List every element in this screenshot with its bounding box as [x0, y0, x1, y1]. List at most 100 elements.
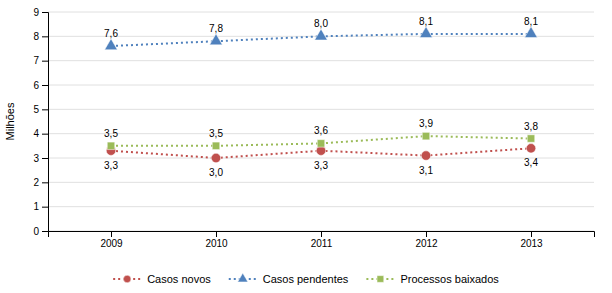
point — [316, 146, 325, 155]
point — [211, 153, 220, 162]
data-label: 7,6 — [104, 28, 118, 39]
y-tick-label: 1 — [33, 201, 39, 212]
point — [526, 144, 535, 153]
y-tick-label: 2 — [33, 177, 39, 188]
y-tick: 2 — [33, 177, 48, 188]
legend-label: Casos novos — [147, 273, 211, 285]
data-label: 8,1 — [419, 16, 433, 27]
y-tick-mark — [42, 12, 48, 13]
grid-line — [48, 158, 594, 159]
data-label: 3,8 — [524, 121, 538, 132]
y-tick: 4 — [33, 128, 48, 139]
x-tick-label: 2013 — [520, 238, 543, 249]
point — [421, 151, 430, 160]
legend-item: Casos pendentes — [229, 273, 349, 285]
x-tick-mark — [111, 231, 112, 237]
y-tick: 5 — [33, 104, 48, 115]
y-tick-label: 0 — [33, 226, 39, 237]
y-tick-mark — [42, 158, 48, 159]
data-label: 3,9 — [419, 118, 433, 129]
y-tick: 1 — [33, 201, 48, 212]
point — [210, 34, 223, 45]
chart: 2009201020112012201301234567893,33,03,33… — [0, 0, 612, 293]
data-label: 3,3 — [314, 160, 328, 171]
point — [317, 140, 324, 147]
data-label: 3,5 — [104, 128, 118, 139]
grid — [48, 12, 594, 231]
y-tick-label: 3 — [33, 153, 39, 164]
legend-item: Casos novos — [113, 273, 211, 285]
y-tick-label: 7 — [33, 55, 39, 66]
y-tick-mark — [42, 231, 48, 232]
y-tick: 9 — [33, 7, 48, 18]
data-labels: 3,3 3,0 3,3 3,1 3,4 7,6 7,8 8,0 8,1 8,1 3,5 3,5 3,6 3… — [104, 16, 538, 178]
data-label: 3,4 — [524, 157, 538, 168]
x-tick-label: 2011 — [311, 238, 333, 249]
x-tick-label: 2012 — [415, 238, 438, 249]
point — [315, 29, 328, 40]
data-label: 8,1 — [524, 16, 538, 27]
data-label: 3,3 — [104, 160, 118, 171]
legend-label: Casos pendentes — [263, 273, 349, 285]
point — [422, 132, 429, 139]
y-tick-mark — [42, 109, 48, 110]
grid-line — [48, 182, 594, 183]
y-tick: 8 — [33, 31, 48, 42]
x-tick-mark — [426, 231, 427, 237]
point — [107, 142, 114, 149]
legend-item: Processos baixados — [366, 273, 499, 285]
y-tick-label: 5 — [33, 104, 39, 115]
y-tick: 0 — [33, 226, 48, 237]
y-axis-title: Milhões — [4, 102, 16, 140]
y-axis: 0 1 2 3 4 5 6 7 8 9 — [33, 7, 48, 237]
y-tick-label: 4 — [33, 128, 39, 139]
point — [420, 27, 433, 38]
x-tick: 2012 — [415, 231, 438, 249]
data-label: 3,5 — [209, 128, 223, 139]
x-tick-mark — [531, 231, 532, 237]
y-tick: 6 — [33, 80, 48, 91]
legend-swatch-marker — [238, 273, 248, 282]
series-group — [105, 27, 538, 163]
grid-line — [48, 109, 594, 110]
x-tick-label: 2009 — [100, 238, 123, 249]
y-tick-label: 6 — [33, 80, 39, 91]
data-label: 3,1 — [419, 165, 433, 176]
series — [105, 27, 538, 50]
y-tick: 3 — [33, 153, 48, 164]
x-axis: 2009 2010 2011 2012 2013 — [49, 231, 595, 249]
x-tick-label: 2010 — [205, 238, 228, 249]
x-tick: 2011 — [311, 231, 333, 249]
y-tick-label: 9 — [33, 7, 39, 18]
y-tick-mark — [42, 182, 48, 183]
x-tick: 2013 — [520, 231, 543, 249]
point — [105, 39, 118, 50]
data-label: 7,8 — [209, 23, 223, 34]
y-tick-mark — [42, 36, 48, 37]
point — [212, 142, 219, 149]
x-tick-mark — [321, 231, 322, 237]
legend-swatch-marker — [377, 276, 384, 283]
legend-swatch-marker — [123, 275, 131, 283]
x-tick: 2010 — [205, 231, 228, 249]
y-tick: 7 — [33, 55, 48, 66]
point — [525, 27, 538, 38]
plot: 2009201020112012201301234567893,33,03,33… — [33, 7, 594, 249]
grid-line — [48, 85, 594, 86]
legend: Casos novos Casos pendentes Processos baix… — [113, 273, 499, 285]
x-tick: 2009 — [100, 231, 123, 249]
y-tick-mark — [42, 61, 48, 62]
grid-line — [48, 206, 594, 207]
y-tick-mark — [42, 85, 48, 86]
y-tick-label: 8 — [33, 31, 39, 42]
point — [527, 135, 534, 142]
data-label: 3,0 — [209, 167, 223, 178]
grid-line — [48, 12, 594, 13]
grid-line — [48, 60, 594, 61]
data-label: 8,0 — [314, 18, 328, 29]
legend-label: Processos baixados — [400, 273, 499, 285]
y-axis-line — [42, 13, 49, 232]
y-tick-mark — [42, 134, 48, 135]
data-label: 3,6 — [314, 125, 328, 136]
x-axis-line — [49, 232, 595, 238]
